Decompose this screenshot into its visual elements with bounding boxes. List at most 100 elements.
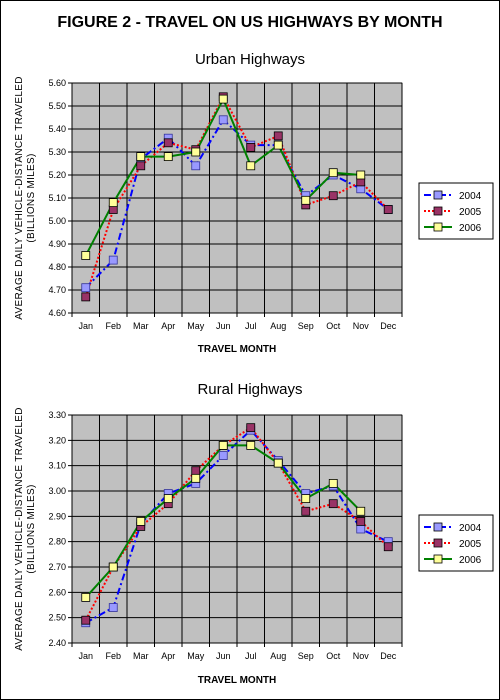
data-point-2005 [328,191,338,201]
data-point-2006 [218,94,228,104]
data-point-2004 [191,161,201,171]
data-point-2005 [328,499,338,509]
x-tick-label: Dec [380,651,397,661]
data-point-2006 [328,168,338,178]
x-tick-label: Jun [216,321,231,331]
y-tick-label: 3.20 [48,435,66,445]
y-tick-label: 3.00 [48,486,66,496]
y-axis-title-line1: AVERAGE DAILY VEHICLE-DISTANCE TRAVELED [14,76,25,319]
data-point-2006 [163,494,173,504]
x-tick-label: Mar [133,321,149,331]
legend-box [418,182,494,240]
legend: 2004 2005 2006 [418,182,494,240]
y-tick-label: 5.60 [48,78,66,88]
data-point-2006 [136,152,146,162]
y-tick-label: 2.90 [48,511,66,521]
chart-title: Rural Highways [197,381,302,398]
x-tick-label: May [187,321,205,331]
data-point-2005 [81,615,91,625]
data-point-2005 [356,517,366,526]
x-tick-label: Nov [353,651,370,661]
data-point-2006 [191,473,201,483]
data-point-2004 [81,283,91,293]
y-tick-label: 5.50 [48,101,66,111]
data-point-2006 [136,517,146,526]
x-axis-title: TRAVEL MONTH [198,344,277,355]
data-point-2006 [356,170,366,180]
legend-label-2005: 2005 [459,539,482,550]
legend-marker-2006 [433,554,443,564]
data-point-2005 [273,131,283,141]
data-point-2006 [163,152,173,162]
y-tick-label: 4.60 [48,308,66,318]
data-point-2004 [356,524,366,534]
chart-panel-1: Rural Highways 2.40 2.50 2.60 2.70 2.80 2.90 3.… [14,381,494,686]
data-point-2006 [246,161,256,171]
data-point-2005 [163,138,173,148]
y-tick-label: 2.80 [48,537,66,547]
data-point-2006 [273,458,283,468]
y-tick-label: 2.70 [48,562,66,572]
legend-box [418,514,494,572]
y-tick-label: 5.30 [48,147,66,157]
legend-marker-2004 [433,522,443,532]
data-point-2006 [108,562,118,572]
y-tick-label: 4.70 [48,285,66,295]
legend: 2004 2005 2006 [418,514,494,572]
y-tick-label: 4.80 [48,262,66,272]
data-point-2006 [246,440,256,450]
series-line-2005 [84,426,389,621]
y-tick-label: 3.10 [48,461,66,471]
legend-marker-2005 [433,538,443,548]
y-tick-label: 2.50 [48,613,66,623]
charts-container: Urban Highways 4.60 4.70 4.80 4.90 5.00 5.10 5.… [14,51,494,686]
data-point-2005 [383,205,393,214]
x-tick-label: Oct [326,651,341,661]
data-point-2006 [328,478,338,488]
data-point-2004 [218,451,228,460]
x-tick-label: Aug [270,651,286,661]
legend-label-2006: 2006 [459,555,482,566]
y-tick-label: 5.40 [48,124,66,134]
data-point-2006 [81,593,91,602]
x-tick-label: Jan [78,651,93,661]
x-tick-label: Aug [270,321,286,331]
data-point-2005 [191,466,201,476]
legend-label-2006: 2006 [459,223,482,234]
data-point-2006 [301,494,311,504]
x-tick-label: Jan [78,321,93,331]
y-tick-label: 2.40 [48,638,66,648]
legend-label-2004: 2004 [459,191,482,202]
data-point-2006 [81,251,91,260]
data-point-2004 [108,255,118,265]
y-tick-label: 5.10 [48,193,66,203]
x-axis-title: TRAVEL MONTH [198,675,277,686]
data-point-2006 [356,506,366,516]
x-tick-label: Feb [105,651,121,661]
x-tick-label: Mar [133,651,149,661]
x-tick-label: Feb [105,321,121,331]
data-point-2005 [81,292,91,302]
data-point-2004 [218,115,228,125]
x-tick-label: Apr [161,651,175,661]
data-point-2005 [136,161,146,171]
x-tick-label: Jul [245,321,257,331]
x-tick-label: Nov [353,321,370,331]
data-point-2005 [246,142,256,152]
y-axis-title-line1: AVERAGE DAILY VEHICLE-DISTANCE TRAVELED [14,407,25,650]
data-point-2005 [383,542,393,552]
data-point-2005 [246,423,256,433]
y-tick-label: 3.30 [48,410,66,420]
chart-title: Urban Highways [195,51,305,68]
y-tick-label: 5.00 [48,216,66,226]
data-point-2006 [108,198,118,208]
x-tick-label: Dec [380,321,397,331]
data-point-2006 [273,140,283,150]
y-axis-title-line2: (BILLIONS MILES) [26,153,37,242]
x-tick-label: Sep [298,651,314,661]
x-tick-label: Sep [298,321,314,331]
y-tick-label: 5.20 [48,170,66,180]
legend-marker-2006 [433,222,443,232]
legend-label-2005: 2005 [459,207,482,218]
